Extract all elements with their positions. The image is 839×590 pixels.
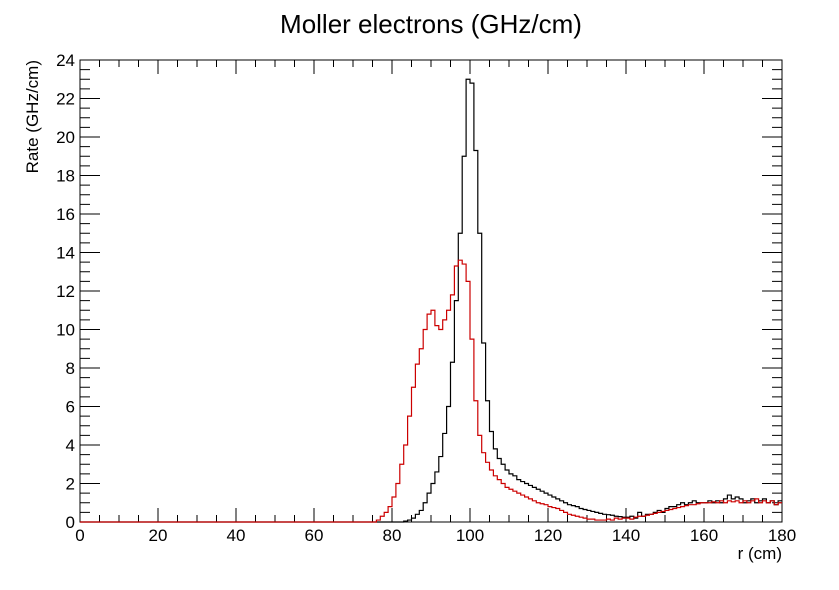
- x-tick-label: 160: [690, 526, 718, 545]
- y-tick-label: 24: [56, 51, 75, 70]
- y-tick-label: 20: [56, 128, 75, 147]
- x-tick-label: 20: [149, 526, 168, 545]
- x-tick-label: 60: [305, 526, 324, 545]
- y-tick-label: 16: [56, 205, 75, 224]
- x-tick-label: 40: [227, 526, 246, 545]
- chart-title: Moller electrons (GHz/cm): [280, 9, 582, 39]
- ticks-layer: 0 20 40 60 80 100 120 140 160 1800246810121416182…: [56, 51, 796, 545]
- y-tick-label: 12: [56, 282, 75, 301]
- y-tick-label: 8: [66, 359, 75, 378]
- x-tick-label: 100: [456, 526, 484, 545]
- y-tick-label: 22: [56, 90, 75, 109]
- x-tick-label: 140: [612, 526, 640, 545]
- y-tick-label: 10: [56, 321, 75, 340]
- x-tick-label: 80: [383, 526, 402, 545]
- y-axis-label: Rate (GHz/cm): [23, 60, 42, 173]
- x-tick-label: 180: [768, 526, 796, 545]
- y-tick-label: 18: [56, 167, 75, 186]
- plot-frame: [79, 59, 783, 523]
- series-line-2: [80, 259, 782, 523]
- series-line-1: [80, 78, 782, 523]
- y-tick-label: 6: [66, 398, 75, 417]
- series-layer: [80, 78, 782, 523]
- x-tick-label: 120: [534, 526, 562, 545]
- y-tick-label: 4: [66, 436, 75, 455]
- y-tick-label: 0: [66, 513, 75, 532]
- x-tick-label: 0: [75, 526, 84, 545]
- y-tick-label: 2: [66, 475, 75, 494]
- x-axis-label: r (cm): [738, 544, 782, 563]
- y-tick-label: 14: [56, 244, 75, 263]
